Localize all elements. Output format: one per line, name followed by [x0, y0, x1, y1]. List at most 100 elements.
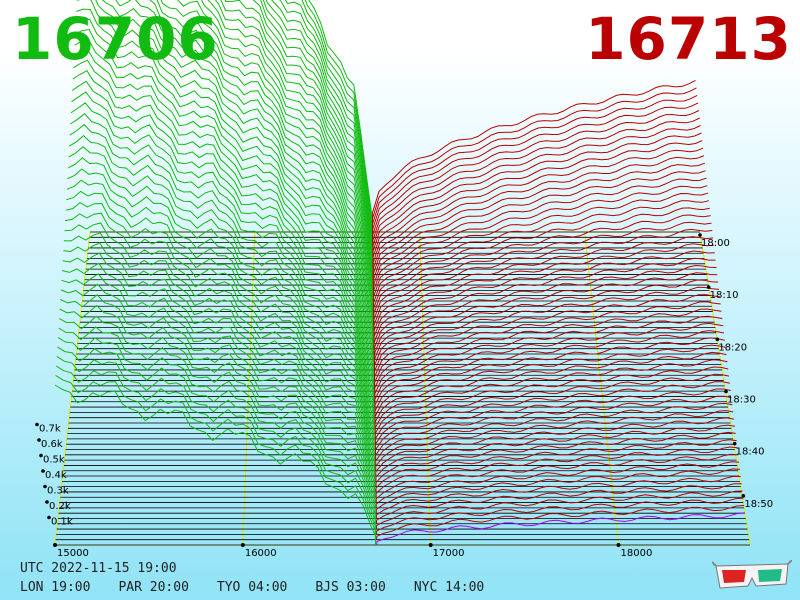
bid-depth-line — [308, 0, 372, 232]
time-tick-label: 18:10 — [710, 290, 739, 301]
bid-depth-line — [63, 232, 375, 466]
bid-depth-line — [68, 135, 375, 418]
bid-depth-line — [271, 0, 373, 259]
bid-depth-line — [102, 0, 374, 339]
bid-depth-line — [55, 365, 376, 535]
bid-depth-line — [64, 222, 375, 461]
bid-depth-line — [177, 0, 373, 312]
bid-depth-line — [252, 0, 373, 280]
ask-depth-line — [374, 330, 725, 413]
ask-depth-line — [371, 79, 696, 232]
bid-depth-line — [149, 0, 373, 328]
bid-depth-line — [59, 304, 376, 503]
ask-depth-line — [374, 373, 730, 445]
ask-depth-line — [373, 279, 719, 376]
ask-depth-line — [374, 294, 720, 386]
z-tick-label: 0.2k — [49, 501, 71, 512]
ask-depth-line — [372, 125, 701, 264]
time-tick-mark — [724, 389, 728, 394]
bid-depth-line — [70, 113, 375, 408]
ask-depth-line — [373, 272, 718, 370]
utc-timestamp: UTC 2022-11-15 19:00 — [20, 561, 177, 576]
ask-depth-line — [375, 388, 731, 455]
time-tick-label: 18:20 — [718, 342, 747, 353]
z-tick-label: 0.4k — [45, 470, 67, 481]
bid-depth-line — [56, 355, 376, 530]
ask-depth-line — [375, 453, 739, 503]
bid-depth-line — [71, 91, 374, 397]
ask-depth-line — [372, 162, 705, 291]
ask-depth-line — [372, 132, 702, 270]
ask-depth-line — [374, 337, 725, 418]
x-tick-mark — [240, 543, 245, 547]
ask-depth-line — [373, 228, 713, 339]
ask-depth-line — [373, 207, 710, 323]
ask-depth-line — [372, 117, 700, 259]
z-tick-label: 0.7k — [39, 424, 61, 435]
ask-depth-line — [374, 344, 726, 423]
x-tick-mark — [428, 543, 433, 547]
bid-depth-line — [72, 70, 374, 386]
x-tick-label: 17000 — [433, 548, 465, 559]
ask-depth-line — [375, 439, 737, 492]
bid-depth-line — [279, 0, 372, 254]
bid-depth-line — [260, 0, 373, 275]
clock-par: PAR 20:00 — [118, 580, 189, 595]
clock-bjs: BJS 03:00 — [315, 580, 386, 595]
x-tick-label: 16000 — [245, 548, 277, 559]
bid-depth-line — [304, 0, 372, 238]
bid-depth-line — [67, 168, 375, 434]
bid-depth-line — [66, 190, 375, 445]
timezone-clocks: LON 19:00 PAR 20:00 TYO 04:00 BJS 03:00 NYC … — [20, 580, 512, 595]
ask-depth-line — [375, 410, 734, 471]
bid-depth-line — [160, 0, 373, 317]
bid-depth-line — [61, 262, 376, 482]
ask-depth-line — [375, 446, 738, 498]
bid-depth-line — [68, 146, 375, 423]
x-tick-mark — [53, 543, 57, 547]
ask-depth-line — [376, 505, 745, 540]
ask-depth-line — [376, 490, 743, 530]
bid-depth-line — [214, 0, 373, 296]
z-tick-mark — [39, 453, 43, 458]
ask-depth-line — [376, 483, 742, 524]
bid-depth-line — [73, 59, 374, 381]
ask-depth-line — [372, 170, 706, 296]
ask-depth-line — [374, 359, 728, 434]
ask-depth-line — [374, 366, 729, 439]
ask-depth-line — [374, 315, 723, 402]
bid-depth-line — [224, 0, 373, 286]
ask-depth-line — [373, 257, 716, 360]
ask-depth-line — [374, 308, 722, 397]
bid-depth-line — [54, 384, 376, 545]
bid-depth-line — [74, 28, 374, 365]
bid-depth-line — [284, 0, 372, 248]
ask-depth-line — [372, 94, 698, 243]
bid-depth-line — [61, 273, 376, 487]
bid-depth-line — [71, 80, 374, 392]
bid-depth-line — [115, 0, 374, 333]
3d-glasses-icon[interactable] — [712, 560, 792, 592]
ask-depth-line — [373, 214, 711, 328]
bid-depth-line — [70, 102, 374, 402]
ask-depth-line — [375, 461, 740, 508]
bid-depth-line — [62, 252, 375, 476]
ask-depth-line — [373, 200, 710, 317]
ask-depth-line — [374, 381, 731, 450]
ask-depth-line — [372, 155, 705, 286]
time-tick-mark — [732, 441, 737, 446]
bid-depth-line — [60, 294, 376, 498]
bid-depth-line — [301, 0, 372, 243]
ask-depth-line — [374, 301, 721, 392]
clock-tyo: TYO 04:00 — [216, 580, 288, 595]
time-tick-label: 18:50 — [744, 499, 773, 510]
ask-depth-line — [373, 264, 717, 365]
ask-depth-line — [372, 87, 697, 238]
z-tick-mark — [43, 484, 47, 489]
time-tick-label: 18:30 — [727, 395, 756, 406]
bid-depth-line — [265, 0, 373, 264]
best-bid-price: 16706 — [12, 5, 219, 73]
time-tick-mark — [706, 285, 711, 289]
z-tick-label: 0.5k — [43, 455, 65, 466]
